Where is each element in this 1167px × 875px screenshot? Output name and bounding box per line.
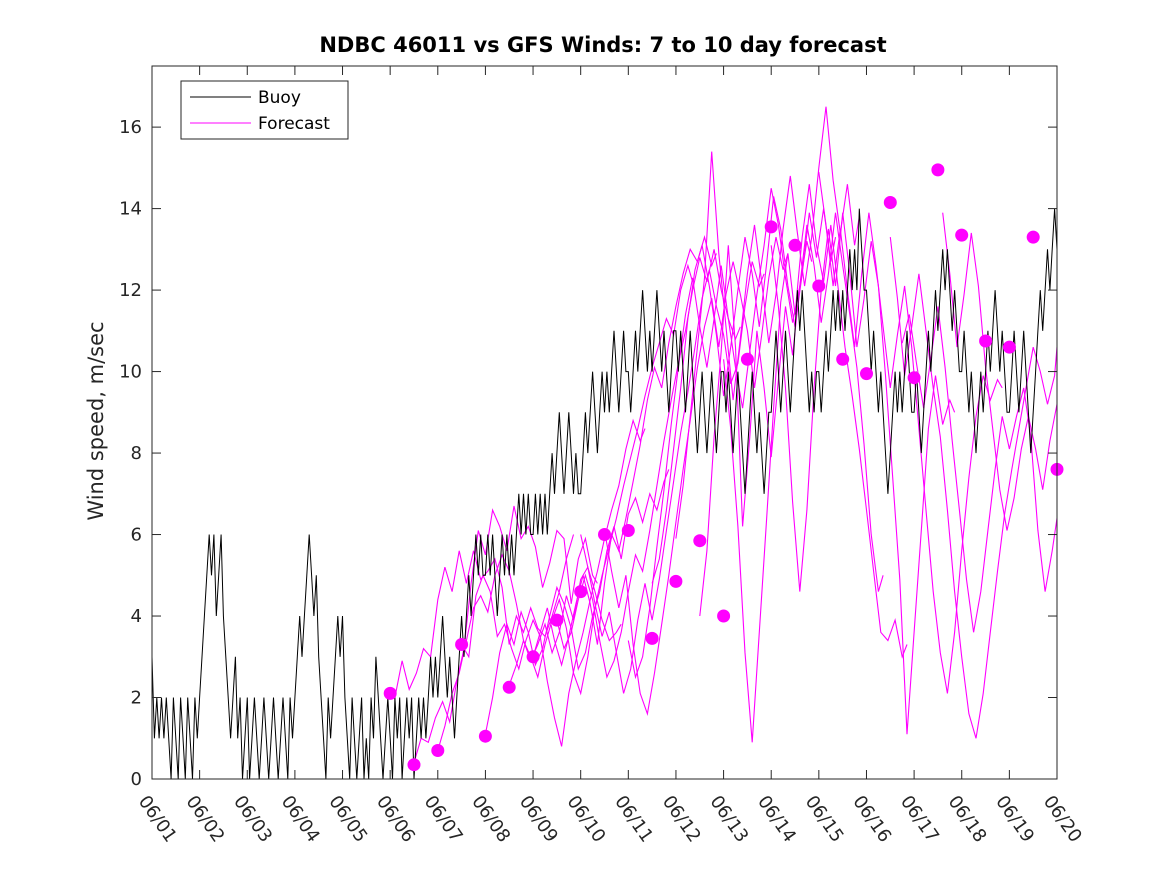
forecast-marker [1002, 340, 1016, 354]
y-axis-label: Wind speed, m/sec [84, 321, 108, 520]
forecast-run-line [942, 212, 1058, 531]
forecast-run-line [901, 306, 1058, 633]
buoy-line [151, 208, 1058, 780]
forecast-marker [955, 228, 969, 242]
forecast-run-line [818, 171, 1003, 694]
y-tick-label: 0 [131, 769, 142, 790]
forecast-marker [669, 574, 683, 588]
forecast-marker [931, 163, 945, 177]
forecast-run-line [461, 418, 646, 747]
forecast-marker [740, 352, 754, 366]
y-tick-label: 4 [131, 606, 142, 627]
forecast-marker [431, 744, 445, 757]
chart-title: NDBC 46011 vs GFS Winds: 7 to 10 day for… [319, 33, 886, 57]
forecast-run-line [413, 505, 598, 763]
forecast-marker [907, 371, 921, 385]
forecast-marker [645, 631, 659, 645]
forecast-marker [526, 650, 540, 664]
forecast-run-line [699, 212, 884, 617]
forecast-marker [860, 367, 873, 381]
forecast-run-line [389, 534, 575, 700]
forecast-marker [407, 758, 421, 772]
forecast-marker [1026, 230, 1040, 244]
forecast-marker [979, 334, 993, 348]
forecast-marker [764, 220, 778, 234]
forecast-marker [598, 528, 611, 541]
forecast-run-line [556, 249, 741, 679]
legend: Buoy Forecast [180, 80, 349, 140]
y-tick-label: 10 [119, 362, 142, 383]
forecast-run-line [770, 212, 956, 735]
forecast-run-line [723, 184, 908, 743]
forecast-marker [478, 729, 492, 743]
legend-box [180, 80, 349, 140]
forecast-marker [812, 279, 826, 293]
forecast-marker [883, 196, 897, 209]
y-tick-label: 2 [131, 688, 142, 709]
forecast-run-line [508, 263, 694, 696]
y-tick-label: 16 [119, 117, 142, 138]
forecast-marker [550, 613, 564, 627]
y-tick-label: 14 [119, 199, 142, 220]
data-layer [151, 106, 1064, 780]
y-tick-label: 6 [131, 525, 142, 546]
forecast-marker [621, 524, 635, 537]
y-tick-label: 8 [131, 443, 142, 464]
forecast-marker [502, 680, 516, 694]
forecast-run-line [889, 237, 1058, 739]
y-tick-label: 12 [119, 280, 142, 301]
forecast-marker [574, 585, 588, 599]
legend-buoy-label: Buoy [258, 88, 301, 108]
legend-forecast-label: Forecast [258, 114, 330, 134]
forecast-run-line [532, 234, 717, 667]
forecast-run-line [484, 469, 670, 735]
forecast-marker [836, 352, 850, 366]
forecast-run-line [675, 106, 860, 539]
y-axis-ticks: 0 2 4 6 8 10 12 14 16 [119, 117, 1057, 790]
plot-frame [151, 65, 1058, 780]
forecast-run-line [627, 188, 813, 680]
forecast-marker [455, 638, 469, 651]
plot-area [152, 66, 1057, 779]
forecast-marker [693, 534, 707, 548]
forecast-marker [788, 238, 802, 252]
forecast-marker [383, 686, 397, 700]
forecast-marker [717, 609, 731, 623]
